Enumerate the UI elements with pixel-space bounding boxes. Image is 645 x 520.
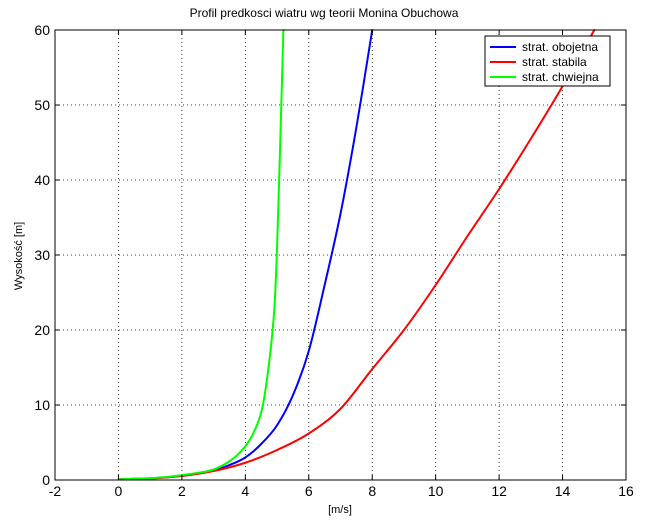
x-tick-label: 6: [305, 483, 313, 499]
x-tick-label: 2: [178, 483, 186, 499]
x-tick-label: 4: [241, 483, 249, 499]
y-tick-label: 0: [42, 472, 50, 488]
y-tick-label: 10: [34, 397, 50, 413]
y-tick-label: 50: [34, 97, 50, 113]
x-tick-label: 16: [618, 483, 634, 499]
y-tick-label: 40: [34, 172, 50, 188]
y-tick-label: 20: [34, 322, 50, 338]
series-line-strat-chwiejna: [117, 29, 285, 481]
grid: [55, 30, 626, 480]
x-tick-label: 0: [115, 483, 123, 499]
x-tick-label: -2: [49, 483, 62, 499]
legend-label: strat. chwiejna: [522, 70, 599, 84]
y-tick-label: 60: [34, 22, 50, 38]
x-tick-labels: -2 0 2 4 6 8 10 12 14 16: [49, 483, 634, 499]
x-tick-label: 8: [368, 483, 376, 499]
x-axis-label: [m/s]: [328, 504, 352, 516]
legend-label: strat. obojetna: [522, 40, 598, 54]
y-axis-label: Wysokość [m]: [13, 222, 25, 290]
legend-label: strat. stabila: [522, 55, 587, 69]
x-tick-label: 10: [428, 483, 444, 499]
y-tick-labels: 0 10 20 30 40 50 60: [34, 22, 50, 488]
y-tick-label: 30: [34, 247, 50, 263]
chart-title: Profil predkosci wiatru wg teorii Monina…: [190, 6, 459, 20]
axis-ticks: [54, 29, 627, 481]
series-lines: [117, 29, 596, 481]
x-tick-label: 14: [555, 483, 571, 499]
x-tick-label: 12: [491, 483, 507, 499]
